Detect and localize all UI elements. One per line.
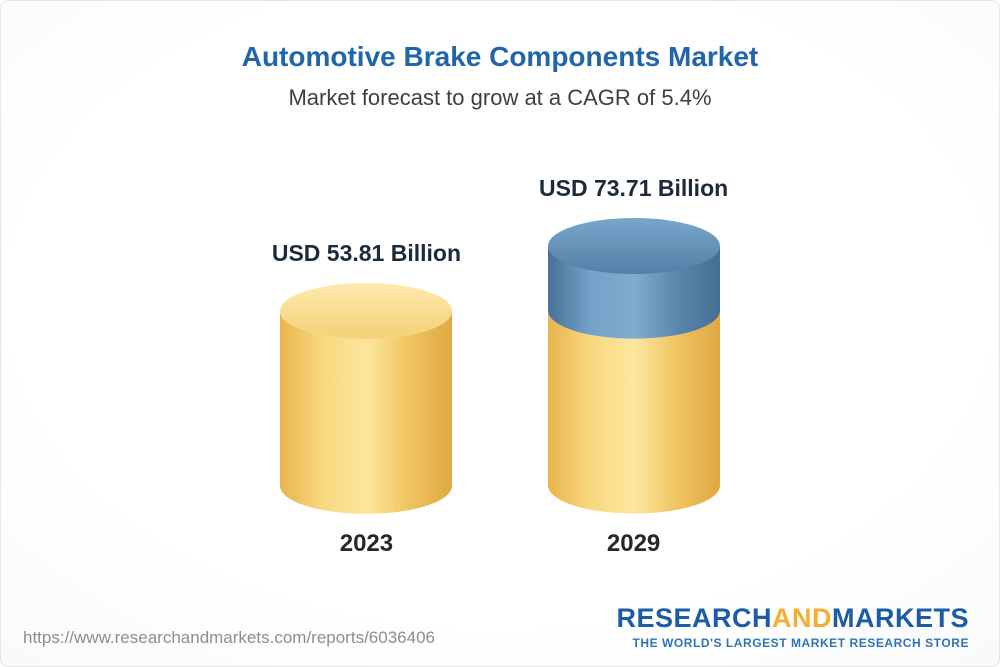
bar-value-label: USD 53.81 Billion [271, 240, 461, 266]
cylinder-bar-chart: USD 53.81 Billion 2023 USD 73.71 Billion 20… [1, 126, 999, 558]
brand-logo-wordmark: RESEARCHANDMARKETS [616, 605, 969, 632]
logo-word-markets: MARKETS [832, 603, 969, 633]
page-subtitle: Market forecast to grow at a CAGR of 5.4… [288, 85, 712, 110]
logo-word-research: RESEARCH [616, 603, 772, 633]
bar-group-2023: USD 53.81 Billion 2023 [272, 240, 461, 558]
x-axis-label: 2023 [339, 530, 394, 557]
cylinder-2029 [544, 216, 724, 516]
brand-logo-tagline: THE WORLD'S LARGEST MARKET RESEARCH STOR… [632, 636, 969, 650]
bar-value-label: USD 73.71 Billion [539, 175, 729, 201]
bar-group-2029: USD 73.71 Billion 2029 [539, 175, 728, 558]
x-axis-label: 2029 [606, 530, 661, 557]
brand-logo: RESEARCHANDMARKETS THE WORLD'S LARGEST M… [616, 605, 969, 651]
cylinder-2023 [276, 281, 456, 516]
logo-word-and: AND [772, 603, 832, 633]
source-url: https://www.researchandmarkets.com/repor… [23, 628, 435, 647]
page-title: Automotive Brake Components Market [241, 41, 759, 72]
